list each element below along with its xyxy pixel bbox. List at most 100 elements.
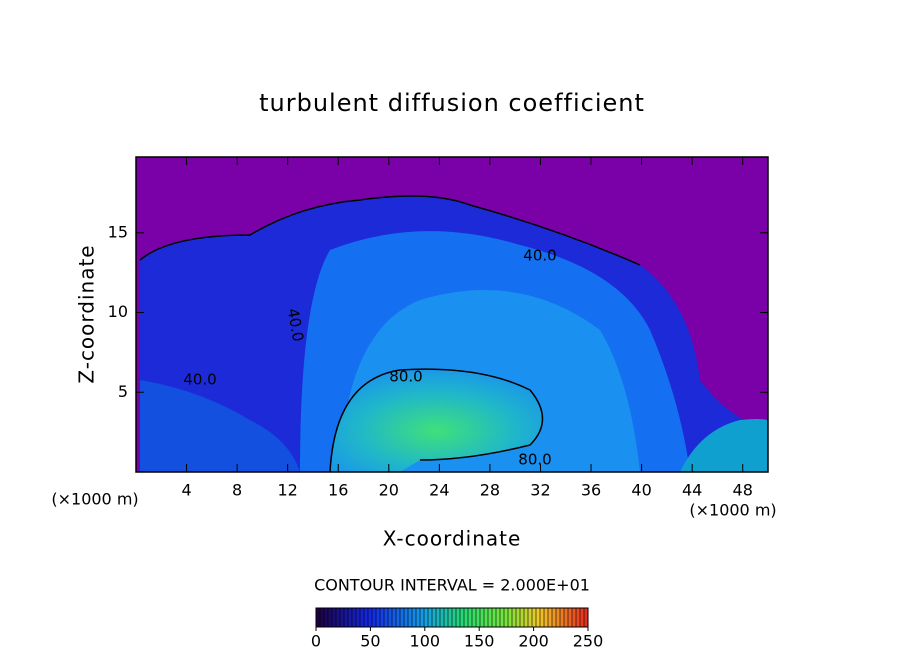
colorbar-tick-label: 150 [464, 632, 495, 651]
plot-frame [135, 156, 769, 473]
contour-label: 40.0 [183, 371, 216, 389]
x-tick-label: 28 [480, 481, 500, 500]
colorbar-cell [512, 608, 517, 627]
colorbar-tick-label: 200 [518, 632, 549, 651]
colorbar-cell [436, 608, 441, 627]
colorbar-cell [392, 608, 397, 627]
x-tick-label: 4 [181, 481, 191, 500]
colorbar-cell [516, 608, 521, 627]
contour-label: 80.0 [389, 368, 422, 386]
x-tick-label: 8 [232, 481, 242, 500]
y-axis-label: Z-coordinate [75, 244, 99, 383]
y-tick-label: 5 [118, 382, 128, 401]
colorbar-cell [324, 608, 329, 627]
colorbar-cell [564, 608, 569, 627]
colorbar-cell [480, 608, 485, 627]
contour-label: 80.0 [518, 451, 551, 469]
contour-label: 40.0 [284, 307, 308, 343]
colorbar-cell [360, 608, 365, 627]
x-unit: (×1000 m) [689, 501, 776, 520]
colorbar-cell [528, 608, 533, 627]
colorbar-cell [384, 608, 389, 627]
colorbar-cell [568, 608, 573, 627]
x-tick-label: 44 [682, 481, 702, 500]
contour-label: 40.0 [523, 247, 556, 265]
contour-interval: CONTOUR INTERVAL = 2.000E+01 [314, 576, 590, 595]
colorbar-cell [328, 608, 333, 627]
colorbar-cell [404, 608, 409, 627]
colorbar-cell [340, 608, 345, 627]
colorbar-cell [476, 608, 481, 627]
colorbar-cell [540, 608, 545, 627]
colorbar-cell [548, 608, 553, 627]
colorbar-frame [315, 607, 589, 628]
colorbar-tick-label: 0 [311, 632, 321, 651]
colorbar-cell [572, 608, 577, 627]
colorbar-cell [316, 608, 321, 627]
colorbar: 0 50 100 150 200 250 [311, 607, 604, 651]
colorbar-cell [532, 608, 537, 627]
y-tick-label: 10 [108, 302, 128, 321]
colorbar-cell [320, 608, 325, 627]
colorbar-cell [408, 608, 413, 627]
x-tick-label: 48 [733, 481, 753, 500]
colorbar-cell [332, 608, 337, 627]
colorbar-cell [460, 608, 465, 627]
colorbar-cell [440, 608, 445, 627]
colorbar-cell [380, 608, 385, 627]
colorbar-cell [508, 608, 513, 627]
colorbar-cell [576, 608, 581, 627]
chart-title: turbulent diffusion coefficient [259, 89, 645, 117]
colorbar-cell [348, 608, 353, 627]
colorbar-cell [432, 608, 437, 627]
colorbar-cell [584, 608, 589, 627]
x-axis-label: X-coordinate [383, 527, 522, 551]
colorbar-cell [336, 608, 341, 627]
colorbar-cell [372, 608, 377, 627]
x-tick-label: 12 [278, 481, 298, 500]
colorbar-cell [520, 608, 525, 627]
colorbar-cell [544, 608, 549, 627]
field [136, 157, 768, 472]
colorbar-cell [428, 608, 433, 627]
y-tick-label: 15 [108, 222, 128, 241]
x-tick-label: 24 [429, 481, 449, 500]
colorbar-cell [448, 608, 453, 627]
colorbar-cell [452, 608, 457, 627]
x-tick-label: 16 [328, 481, 348, 500]
colorbar-cell [424, 608, 429, 627]
colorbar-cell [344, 608, 349, 627]
colorbar-cell [444, 608, 449, 627]
colorbar-tick-label: 100 [410, 632, 441, 651]
x-tick-label: 36 [581, 481, 601, 500]
colorbar-cell [472, 608, 477, 627]
colorbar-cell [412, 608, 417, 627]
colorbar-tick-label: 50 [360, 632, 380, 651]
colorbar-cell [524, 608, 529, 627]
colorbar-cell [580, 608, 585, 627]
colorbar-cell [400, 608, 405, 627]
colorbar-cell [388, 608, 393, 627]
x-tick-label: 20 [379, 481, 399, 500]
y-unit: (×1000 m) [51, 490, 138, 509]
colorbar-cell [560, 608, 565, 627]
colorbar-cell [396, 608, 401, 627]
colorbar-cell [500, 608, 505, 627]
colorbar-tick-label: 250 [573, 632, 604, 651]
colorbar-cell [468, 608, 473, 627]
colorbar-cell [416, 608, 421, 627]
colorbar-cell [364, 608, 369, 627]
colorbar-cell [420, 608, 425, 627]
colorbar-cell [484, 608, 489, 627]
colorbar-cell [464, 608, 469, 627]
colorbar-cell [356, 608, 361, 627]
x-tick-label: 32 [530, 481, 550, 500]
colorbar-cell [352, 608, 357, 627]
colorbar-cell [376, 608, 381, 627]
colorbar-cell [504, 608, 509, 627]
colorbar-cell [368, 608, 373, 627]
colorbar-cell [456, 608, 461, 627]
colorbar-cell [492, 608, 497, 627]
colorbar-cell [496, 608, 501, 627]
